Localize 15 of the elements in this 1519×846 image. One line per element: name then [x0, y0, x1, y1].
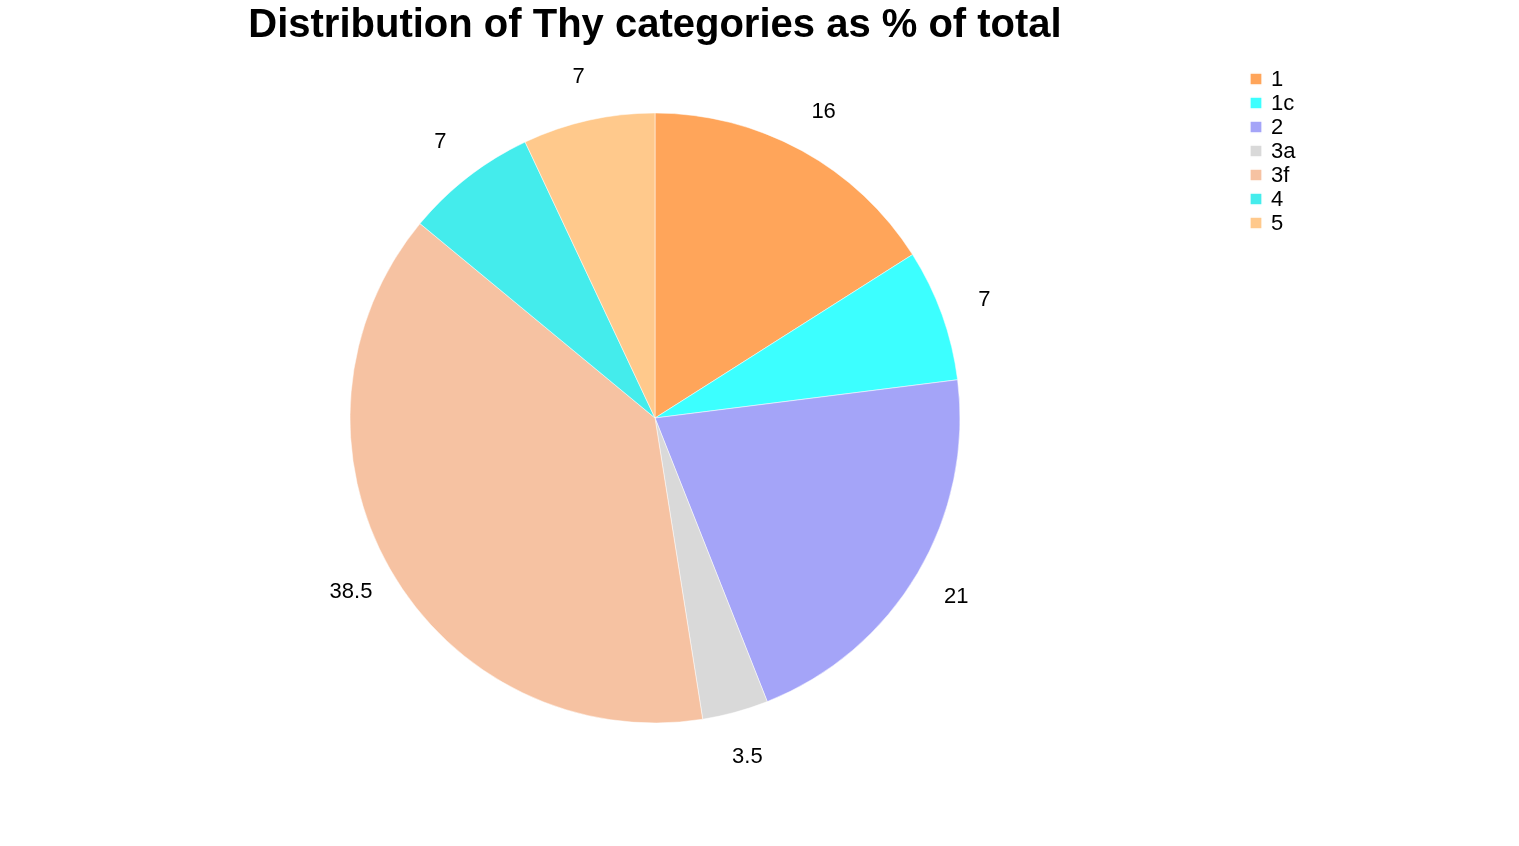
data-label: 7 [978, 286, 991, 312]
legend-label: 2 [1271, 114, 1284, 139]
data-label: 38.5 [329, 578, 373, 604]
legend-label: 5 [1271, 210, 1284, 235]
legend-label: 4 [1271, 186, 1284, 211]
data-label: 16 [811, 98, 836, 124]
data-label: 7 [572, 63, 585, 89]
chart-title: Distribution of Thy categories as % of total [248, 1, 1062, 46]
data-label: 7 [434, 128, 447, 154]
legend-label: 1 [1271, 66, 1284, 91]
legend-label: 3a [1271, 138, 1297, 163]
data-label: 21 [944, 583, 969, 609]
legend-label: 3f [1271, 162, 1291, 187]
legend-label: 1c [1271, 90, 1295, 115]
data-label: 3.5 [732, 742, 763, 768]
